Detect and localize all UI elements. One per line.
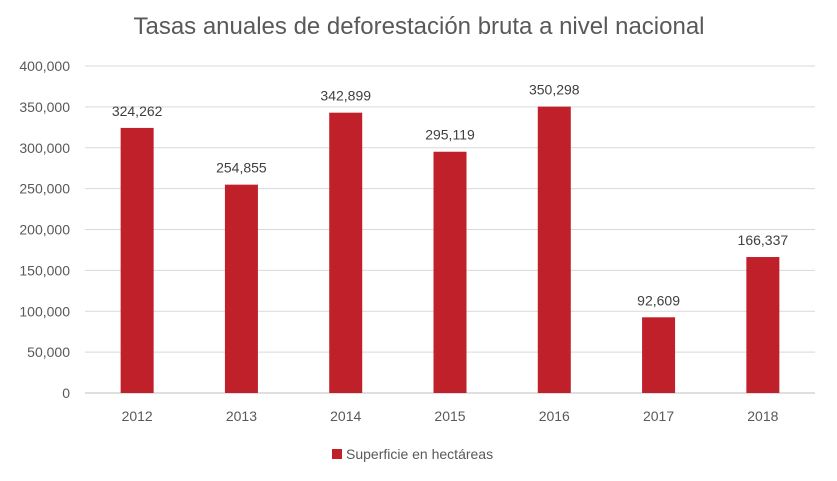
x-tick-label-2015: 2015	[434, 408, 465, 424]
x-tick-label-2016: 2016	[539, 408, 570, 424]
data-label-2016: 350,298	[529, 82, 580, 98]
y-tick-label: 200,000	[19, 222, 70, 238]
bar-2016	[537, 106, 571, 394]
data-label-2013: 254,855	[216, 160, 267, 176]
data-label-2014: 342,899	[320, 88, 371, 104]
y-tick-label: 50,000	[27, 344, 70, 360]
x-axis-tick-labels: 2012 2013 2014 2015 2016 2017 2018	[122, 408, 779, 424]
bar-2017	[642, 317, 676, 393]
bar-2012	[120, 127, 154, 393]
x-tick-label-2018: 2018	[747, 408, 778, 424]
data-label-2017: 92,609	[637, 292, 680, 308]
bar-2014	[329, 112, 363, 394]
y-tick-label: 150,000	[19, 262, 70, 278]
legend-label: Superficie en hectáreas	[346, 446, 493, 462]
y-tick-label: 250,000	[19, 181, 70, 197]
data-labels: 324,262 254,855 342,899 295,119 350,298 92,60…	[112, 82, 789, 309]
y-tick-label: 300,000	[19, 140, 70, 156]
x-tick-label-2014: 2014	[330, 408, 361, 424]
legend: Superficie en hectáreas	[332, 446, 493, 462]
x-tick-label-2013: 2013	[226, 408, 257, 424]
chart-title: Tasas anuales de deforestación bruta a n…	[133, 13, 704, 40]
bar-2013	[224, 184, 258, 393]
y-tick-label: 400,000	[19, 58, 70, 74]
legend-swatch	[332, 449, 342, 459]
bar-2018	[746, 257, 780, 393]
x-tick-label-2012: 2012	[122, 408, 153, 424]
y-tick-label: 350,000	[19, 99, 70, 115]
data-label-2015: 295,119	[425, 127, 475, 143]
bar-2015	[433, 151, 467, 393]
y-axis-tick-labels: 0 50,000 100,000 150,000 200,000 250,000 300,0…	[19, 58, 70, 401]
y-tick-label: 100,000	[19, 303, 70, 319]
x-tick-label-2017: 2017	[643, 408, 674, 424]
y-tick-label: 0	[62, 385, 70, 401]
bar-series	[120, 106, 780, 394]
data-label-2012: 324,262	[112, 103, 163, 119]
data-label-2018: 166,337	[738, 232, 789, 248]
